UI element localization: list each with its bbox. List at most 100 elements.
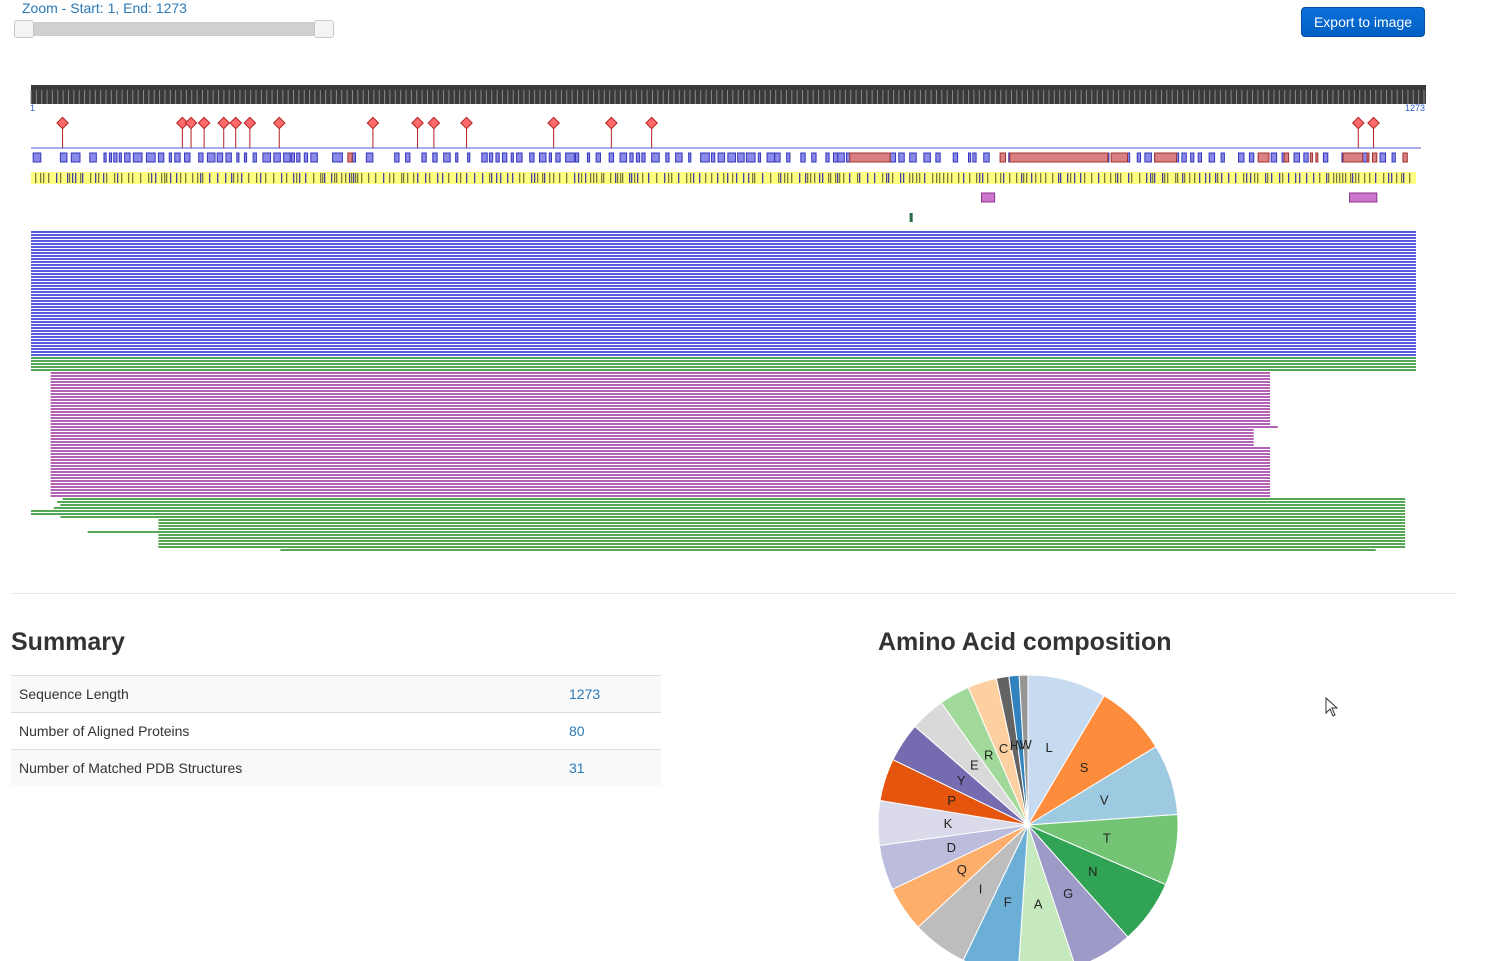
- residue-tick: [705, 173, 707, 183]
- alignment-tracks[interactable]: [31, 231, 1416, 551]
- domain-block: [103, 152, 107, 163]
- residue-tick: [305, 173, 307, 183]
- residue-tick: [519, 173, 521, 183]
- residue-tick: [634, 173, 636, 183]
- residue-tick: [155, 173, 157, 183]
- residue-tick: [1139, 173, 1141, 183]
- extra-feature-track[interactable]: [981, 192, 1378, 203]
- residue-tick: [814, 173, 816, 183]
- residue-tick: [200, 173, 202, 183]
- residue-tick: [882, 173, 884, 183]
- domain-block: [832, 152, 839, 163]
- domain-block: [118, 152, 122, 163]
- residue-tick: [1040, 173, 1042, 183]
- residue-tick: [296, 173, 298, 183]
- residue-tick: [603, 173, 605, 183]
- domain-block: [198, 152, 204, 163]
- residue-tick: [1228, 173, 1230, 183]
- domain-block: [262, 152, 272, 163]
- residue-tick: [429, 173, 431, 183]
- zoom-end-handle[interactable]: [314, 20, 334, 38]
- residue-tick: [752, 173, 754, 183]
- residue-tick: [1250, 173, 1252, 183]
- residue-tick: [353, 173, 355, 183]
- residue-tick: [1021, 173, 1023, 183]
- domain-block: [290, 152, 295, 163]
- pie-slice-g: [1027, 824, 1129, 961]
- site-marker: [272, 116, 286, 130]
- domain-track[interactable]: [32, 152, 1396, 163]
- residue-tick: [912, 173, 914, 183]
- residue-tick: [117, 173, 119, 183]
- domain-block: [586, 152, 591, 163]
- residue-tick: [1350, 173, 1352, 183]
- residue-tick: [82, 173, 84, 183]
- residue-tick: [345, 173, 347, 183]
- residue-tick: [334, 173, 336, 183]
- domain-block: [168, 152, 172, 163]
- domain-block: [711, 152, 716, 163]
- residue-track: [31, 172, 1416, 184]
- domain-block: [737, 152, 745, 163]
- residue-tick: [351, 173, 353, 183]
- domain-block: [481, 152, 488, 163]
- residue-tick: [336, 173, 338, 183]
- residue-tick: [1052, 173, 1054, 183]
- residue-tick: [648, 173, 650, 183]
- domain-block: [574, 152, 580, 163]
- protein-feature-viewer[interactable]: 1 1273: [0, 60, 1450, 560]
- domain-block: [548, 152, 552, 163]
- pie-label-t: T: [1103, 830, 1111, 845]
- domain-block: [243, 152, 248, 163]
- site-marker: [175, 116, 189, 130]
- residue-tick: [671, 173, 673, 183]
- pie-label-h: H: [1010, 738, 1019, 753]
- site-markers-track[interactable]: [31, 116, 1421, 149]
- domain-block: [132, 152, 143, 163]
- pie-label-m: M: [1015, 737, 1026, 752]
- region-block: [1309, 152, 1314, 163]
- summary-label-pdb-structures: Number of Matched PDB Structures: [11, 749, 561, 786]
- sequence-ruler: [30, 85, 1426, 104]
- region-block: [1342, 152, 1364, 163]
- domain-block: [923, 152, 931, 163]
- residue-tick: [843, 173, 845, 183]
- domain-block: [1220, 152, 1225, 163]
- residue-tick: [1060, 173, 1062, 183]
- ruler-start-label: 1: [30, 103, 35, 113]
- residue-tick: [559, 173, 561, 183]
- residue-tick: [835, 173, 837, 183]
- residue-tick: [537, 173, 539, 183]
- residue-tick: [819, 173, 821, 183]
- residue-tick: [900, 173, 902, 183]
- domain-block: [432, 152, 438, 163]
- residue-tick: [197, 173, 199, 183]
- residue-tick: [482, 173, 484, 183]
- domain-block: [665, 152, 670, 163]
- domain-block: [675, 152, 683, 163]
- residue-tick: [736, 173, 738, 183]
- residue-tick: [69, 173, 71, 183]
- residue-tick: [903, 173, 905, 183]
- domain-block: [516, 152, 523, 163]
- residue-tick: [442, 173, 444, 183]
- residue-tick: [1279, 173, 1281, 183]
- export-to-image-button[interactable]: Export to image: [1301, 7, 1425, 37]
- residue-tick: [1177, 173, 1179, 183]
- domain-block: [488, 152, 494, 163]
- region-track[interactable]: [347, 152, 1408, 163]
- residue-tick: [1355, 173, 1357, 183]
- residue-tick: [778, 173, 780, 183]
- residue-tick: [1110, 173, 1112, 183]
- residue-tick: [1131, 173, 1133, 183]
- residue-tick: [437, 173, 439, 183]
- residue-tick: [784, 173, 786, 183]
- site-marker: [197, 116, 211, 130]
- domain-block: [495, 152, 500, 163]
- zoom-slider[interactable]: [14, 20, 334, 38]
- residue-tick: [75, 173, 77, 183]
- residue-tick: [780, 173, 782, 183]
- pie-label-y: Y: [957, 773, 966, 788]
- zoom-start-handle[interactable]: [14, 20, 34, 38]
